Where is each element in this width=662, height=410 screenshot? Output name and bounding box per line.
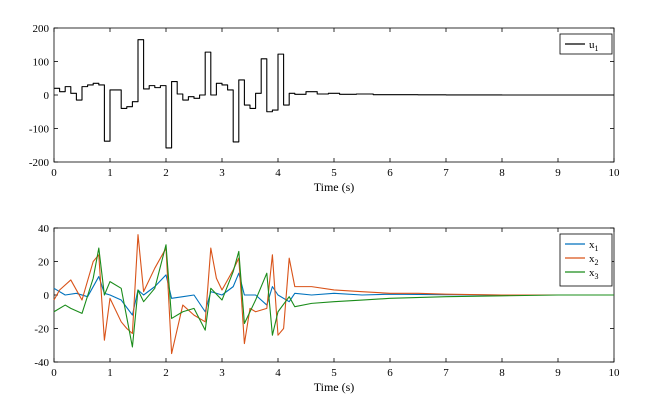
x-tick-label: 0 [51,167,57,179]
y-tick-label: -20 [34,324,49,336]
x-tick-label: 2 [163,167,169,179]
legend-entry: x2 [589,253,599,267]
x-tick-label: 2 [163,367,169,379]
y-tick-label: 0 [44,90,50,102]
series-line-x3 [53,244,614,348]
x-tick-label: 9 [555,367,561,379]
y-axis-ticks: -40 -20 0 20 40 [34,223,614,369]
x-tick-label: 10 [609,367,621,379]
legend-entry: u1 [589,39,599,53]
data-series [54,39,614,149]
y-axis-ticks: -200 -100 0 100 200 [29,23,614,169]
x-tick-label: 3 [219,167,225,179]
x-tick-label: 6 [387,367,393,379]
legend: u1 [559,33,613,55]
x-tick-label: 3 [219,367,225,379]
legend-box [559,33,613,55]
y-tick-label: 200 [33,23,50,35]
x-tick-label: 8 [499,367,505,379]
x-tick-label: 0 [51,367,57,379]
x-tick-label: 9 [555,167,561,179]
series-line-u1 [54,39,614,149]
legend-entry: x1 [589,239,599,253]
x-axis-label: Time (s) [314,180,355,194]
x-tick-label: 10 [609,167,621,179]
y-tick-label: 20 [38,257,50,269]
x-tick-label: 7 [443,367,449,379]
y-tick-label: 40 [38,223,50,235]
series-line-x1 [53,272,614,316]
x-tick-label: 6 [387,167,393,179]
x-tick-label: 8 [499,167,505,179]
x-axis-ticks: 0 1 2 3 4 5 6 7 8 9 10 [51,28,620,179]
x-tick-label: 5 [331,167,337,179]
y-tick-label: -100 [29,124,50,136]
y-tick-label: 100 [33,57,50,69]
x-tick-label: 1 [107,167,113,179]
x-tick-label: 5 [331,367,337,379]
y-tick-label: 0 [44,290,50,302]
x-tick-label: 1 [107,367,113,379]
top-subplot-u1: 0 1 2 3 4 5 6 7 8 9 10 -200 -100 0 100 200 Time (s) u1 [29,23,620,194]
data-series [53,234,614,355]
y-tick-label: -40 [34,357,49,369]
x-axis-ticks: 0 1 2 3 4 5 6 7 8 9 10 [51,228,620,379]
x-tick-label: 4 [275,367,281,379]
x-tick-label: 7 [443,167,449,179]
x-tick-label: 4 [275,167,281,179]
x-axis-label: Time (s) [314,380,355,394]
legend-box [559,233,613,287]
series-line-x2 [53,234,614,355]
legend-entry: x3 [589,267,599,281]
y-tick-label: -200 [29,157,50,169]
